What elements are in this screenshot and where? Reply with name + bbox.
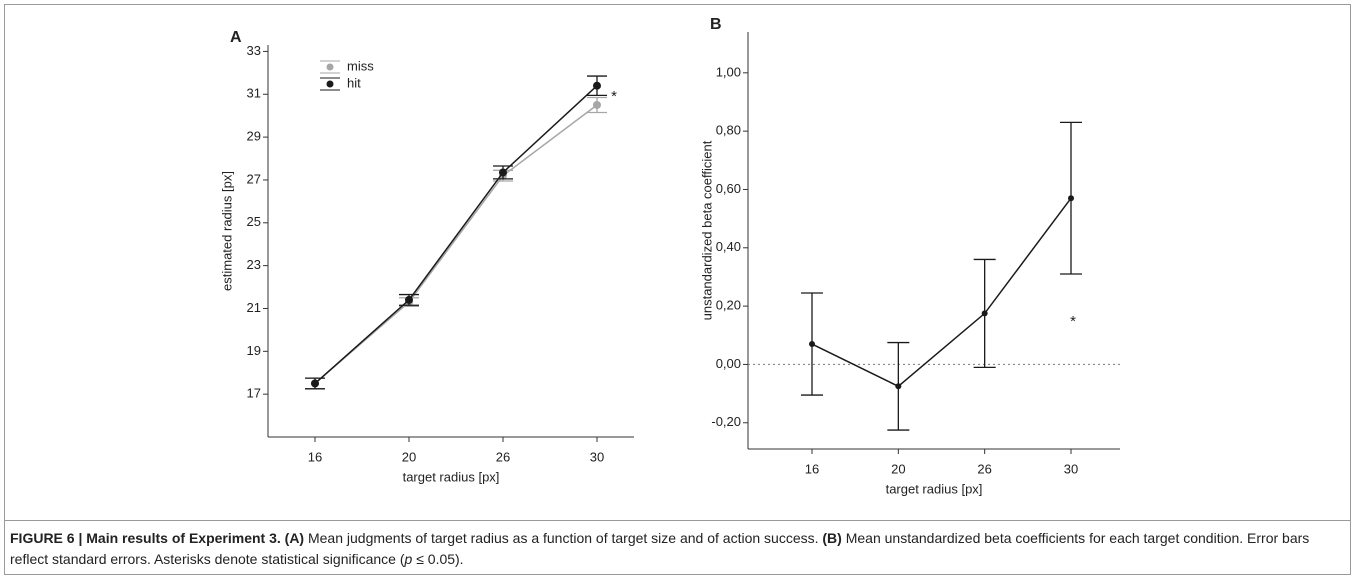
y-axis-label: estimated radius [px] [219, 171, 234, 291]
x-tick-label: 26 [977, 461, 991, 476]
data-point [499, 168, 507, 177]
caption: FIGURE 6 | Main results of Experiment 3.… [10, 528, 1340, 570]
x-axis-label: target radius [px] [403, 469, 500, 484]
x-tick-label: 20 [402, 449, 416, 464]
series-line [811, 197, 1072, 388]
y-tick-label: 23 [247, 257, 261, 272]
x-axis-label: target radius [px] [886, 481, 983, 496]
y-tick-label: 31 [247, 86, 261, 101]
data-point [895, 383, 902, 390]
legend-label: miss [347, 58, 374, 73]
caption-part: ≤ 0.05). [416, 551, 464, 567]
y-tick-label: 0,00 [716, 356, 741, 371]
data-point [593, 81, 601, 90]
caption-part: p [404, 551, 413, 567]
caption-part: (A) [284, 530, 305, 546]
y-axis-label: unstandardized beta coefficient [699, 140, 714, 320]
x-tick-label: 30 [590, 449, 604, 464]
x-tick-label: 30 [1064, 461, 1078, 476]
y-tick-label: 0,20 [716, 298, 741, 313]
x-tick-label: 26 [496, 449, 510, 464]
series-line [314, 104, 598, 385]
data-point [405, 295, 413, 304]
panel-label: A [230, 29, 242, 46]
y-tick-label: 21 [247, 300, 261, 315]
y-tick-label: 25 [247, 214, 261, 229]
x-tick-label: 16 [308, 449, 322, 464]
x-tick-label: 16 [805, 461, 819, 476]
annotation: * [1070, 313, 1076, 330]
data-point [981, 310, 988, 317]
series-line [314, 85, 598, 385]
caption-part: Mean judgments of target radius as a fun… [307, 530, 819, 546]
y-tick-label: 0,40 [716, 239, 741, 254]
y-tick-label: 27 [247, 171, 261, 186]
y-tick-label: -0,20 [711, 414, 741, 429]
y-tick-label: 0,60 [716, 181, 741, 196]
y-tick-label: 19 [247, 343, 261, 358]
y-tick-label: 29 [247, 129, 261, 144]
caption-part: (B) [822, 530, 842, 546]
data-point [1068, 195, 1074, 202]
frame [4, 4, 1351, 575]
annotation: * [611, 88, 617, 105]
data-point [593, 100, 601, 109]
y-tick-label: 1,00 [716, 64, 741, 79]
legend-label: hit [347, 75, 361, 90]
legend-marker [326, 63, 334, 71]
data-point [311, 379, 319, 388]
legend-marker [326, 80, 334, 88]
caption-label: FIGURE 6 | Main results of Experiment 3. [10, 530, 281, 546]
panel-label: B [710, 16, 722, 33]
y-tick-label: 17 [247, 386, 261, 401]
caption-part: Mean unstandardized beta coefficients fo… [10, 530, 1310, 567]
y-tick-label: 33 [247, 43, 261, 58]
data-point [809, 341, 815, 348]
y-tick-label: 0,80 [716, 123, 741, 138]
x-tick-label: 20 [891, 461, 905, 476]
